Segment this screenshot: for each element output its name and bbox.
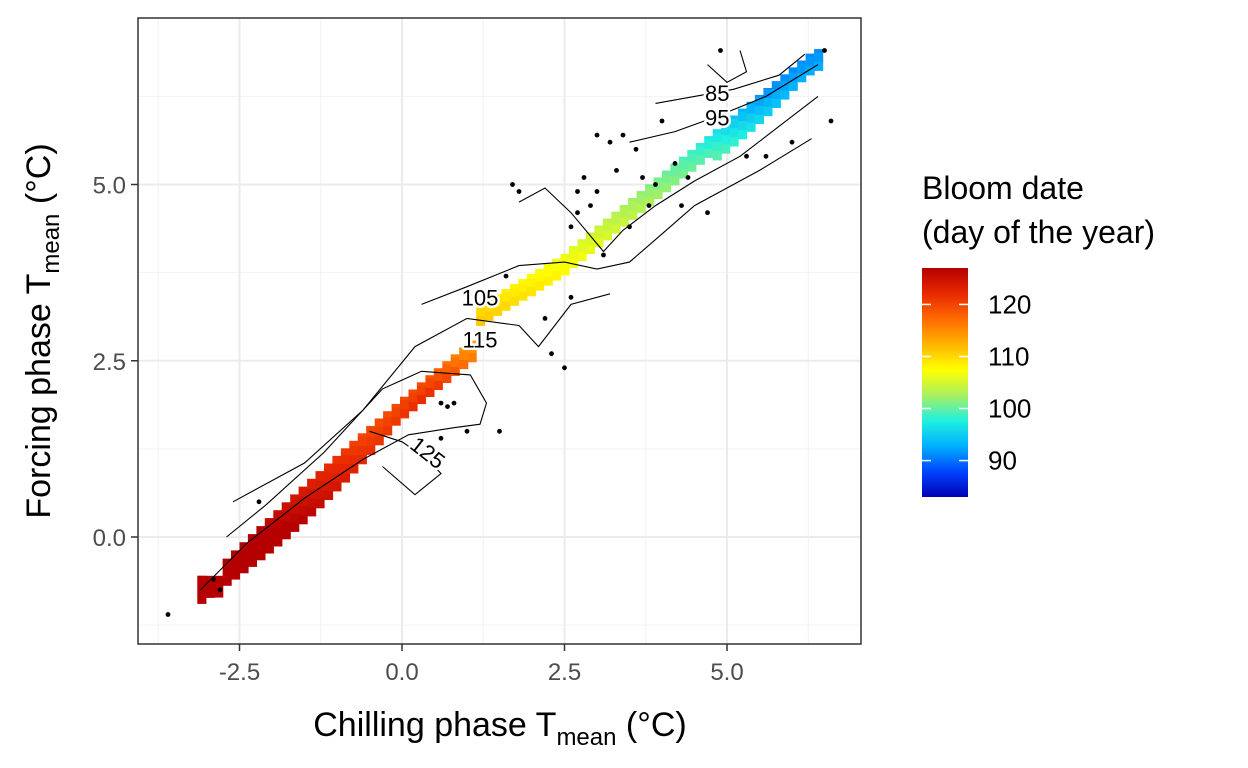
x-tick-label: -2.5: [219, 659, 260, 686]
legend-tick-label: 110: [988, 341, 1029, 371]
contour-line: [421, 138, 812, 305]
observation-point: [542, 316, 548, 321]
x-tick-label: 2.5: [548, 659, 581, 686]
observation-point: [510, 182, 515, 187]
x-axis: -2.5 0.0 2.5 5.0: [219, 644, 744, 686]
observation-point: [503, 273, 509, 279]
observation-point: [614, 168, 619, 173]
observation-point: [601, 252, 606, 258]
observation-point: [165, 612, 171, 617]
contour-line: [200, 370, 488, 591]
y-tick-label: 0.0: [93, 525, 126, 552]
observation-point: [438, 435, 444, 441]
observation-point: [789, 139, 795, 145]
grid: [138, 18, 861, 644]
x-axis-title: Chilling phase Tmean (°C): [313, 706, 686, 751]
contour-label: 105: [462, 285, 499, 310]
heatmap-surface: [197, 49, 824, 604]
observation-point: [451, 400, 457, 406]
observation-point: [516, 189, 522, 194]
observation-point: [464, 428, 470, 434]
contour-line: [629, 64, 819, 143]
legend: Bloom date (day of the year) 120 110 100 90: [922, 170, 1155, 497]
observation-point: [620, 132, 626, 138]
observation-point: [828, 118, 834, 124]
observation-point: [627, 224, 632, 230]
legend-tick-label: 90: [988, 446, 1017, 476]
legend-ticks: 120 110 100 90: [922, 289, 1031, 476]
observation-point: [438, 400, 444, 406]
observation-point: [705, 210, 710, 216]
y-axis-title: Forcing phase Tmean (°C): [20, 143, 65, 518]
contour-line: [369, 430, 442, 496]
observation-point: [672, 161, 678, 166]
observation-point: [763, 153, 769, 159]
observation-point: [256, 499, 262, 505]
observation-point: [718, 48, 723, 53]
observation-point: [568, 224, 574, 230]
x-tick-label: 0.0: [385, 659, 418, 686]
legend-colorbar: [922, 268, 968, 497]
contour-label: 95: [705, 106, 729, 131]
observation-point: [575, 189, 580, 194]
observation-point: [217, 587, 223, 593]
contour-label: 85: [705, 81, 729, 106]
contour-line: [707, 50, 748, 83]
panel-border: [137, 17, 862, 645]
observation-point: [562, 365, 567, 371]
contour-label: 115: [462, 328, 497, 353]
legend-tick-label: 120: [988, 289, 1031, 319]
legend-title-line-2: (day of the year): [922, 214, 1155, 250]
observation-point: [679, 203, 684, 209]
observation-point: [594, 189, 600, 194]
observation-point: [822, 48, 827, 53]
observation-point: [646, 203, 652, 209]
observation-point: [744, 153, 749, 159]
y-tick-label: 5.0: [93, 173, 126, 200]
observation-point: [659, 118, 665, 124]
observation-points: [165, 48, 834, 617]
legend-tick-label: 100: [988, 394, 1031, 424]
observation-point: [497, 428, 502, 434]
observation-point: [633, 146, 639, 152]
observation-point: [581, 175, 587, 180]
y-tick-label: 2.5: [93, 349, 126, 376]
contour-lines: [200, 50, 819, 591]
x-tick-label: 5.0: [710, 659, 743, 686]
observation-point: [653, 182, 658, 187]
observation-point: [575, 210, 580, 216]
observation-point: [594, 132, 600, 138]
y-axis: 0.0 2.5 5.0: [93, 173, 138, 552]
observation-point: [568, 294, 574, 300]
observation-point: [607, 139, 613, 145]
observation-point: [445, 404, 450, 409]
contour-line: [232, 293, 611, 503]
observation-point: [549, 351, 554, 357]
observation-point: [588, 203, 593, 209]
contour-line: [518, 95, 819, 253]
observation-point: [640, 175, 645, 180]
observation-point: [685, 175, 691, 180]
observation-point: [211, 576, 216, 582]
contour-line: [655, 53, 806, 104]
legend-title-line-1: Bloom date: [922, 170, 1084, 206]
